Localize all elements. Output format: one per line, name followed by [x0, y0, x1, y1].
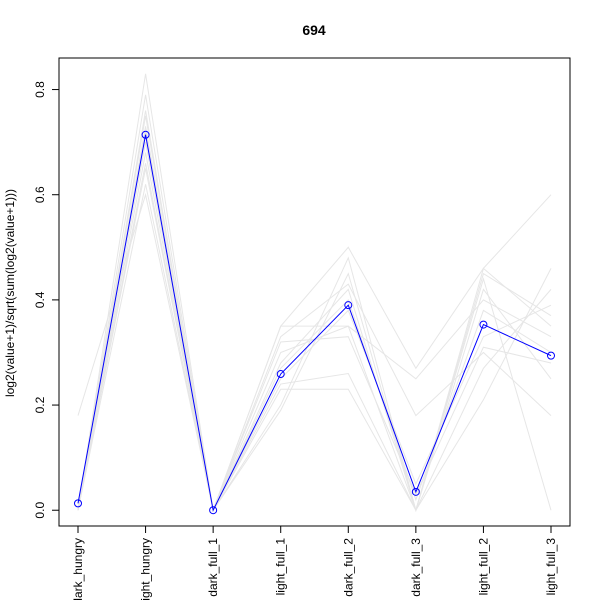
- background-series-line: [77, 126, 552, 513]
- highlight-point: [141, 130, 150, 139]
- background-series-line: [77, 142, 552, 512]
- x-tick-label: dark_full_3: [409, 538, 423, 597]
- background-series-line: [77, 73, 552, 513]
- background-series-line: [77, 168, 552, 513]
- highlight-point: [479, 320, 488, 329]
- x-tick-label: light_full_2: [476, 538, 490, 596]
- x-axis: dark_hungry light_hungry dark_full_1 light_…: [71, 525, 558, 600]
- background-series-group: [77, 73, 552, 513]
- background-series-line: [77, 152, 552, 512]
- y-tick-label: 0.2: [33, 396, 47, 413]
- highlight-point: [411, 487, 420, 496]
- x-tick-label: light_full_1: [274, 538, 288, 596]
- y-tick-label: 0.4: [33, 291, 47, 308]
- x-tick-label: light_hungry: [139, 538, 153, 600]
- x-tick-label: light_full_3: [544, 538, 558, 596]
- y-axis: 0.0 0.2 0.4 0.6 0.8: [33, 81, 60, 519]
- background-series-line: [77, 192, 552, 513]
- background-series-line: [77, 94, 552, 512]
- x-tick-label: dark_full_1: [206, 538, 220, 597]
- y-axis-label: log2(value+1)/sqrt(sum(log2(value+1))): [3, 189, 17, 397]
- chart-title: 694: [302, 22, 326, 38]
- x-tick-label: dark_hungry: [71, 538, 85, 600]
- highlight-point: [276, 370, 285, 379]
- y-tick-label: 0.0: [33, 502, 47, 519]
- y-tick-label: 0.6: [33, 186, 47, 203]
- background-series-line: [77, 163, 552, 512]
- highlight-point: [547, 351, 555, 360]
- highlight-point: [344, 301, 353, 310]
- highlight-series-group: [74, 130, 555, 515]
- x-tick-label: dark_full_2: [341, 538, 355, 597]
- background-series-line: [77, 115, 552, 512]
- highlight-point: [209, 506, 218, 515]
- plot-frame: [58, 57, 571, 527]
- highlight-series-line: [77, 134, 552, 512]
- highlight-point: [74, 499, 82, 508]
- y-tick-label: 0.8: [33, 81, 47, 98]
- background-series-line: [77, 184, 552, 513]
